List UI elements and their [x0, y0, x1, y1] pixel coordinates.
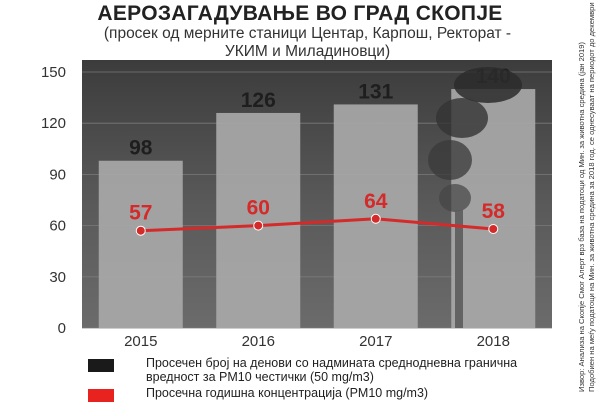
y-tick-label: 120: [41, 115, 66, 132]
legend-swatch: [88, 359, 114, 372]
bar-value-label: 131: [358, 80, 393, 103]
chart-subtitle: (просек од мерните станици Центар, Карпо…: [103, 25, 512, 60]
legend-label: Просечна годишна концентрација (PM10 mg/…: [146, 386, 429, 400]
bar: [98, 160, 183, 328]
source-note: Извор: Анализа на Скопје Смог Алерт врз …: [577, 2, 597, 392]
line-point: [370, 213, 381, 224]
line-value-label: 64: [364, 190, 388, 213]
bar-value-label: 98: [129, 137, 153, 160]
x-tick-label: 2017: [359, 333, 392, 350]
y-tick-label: 150: [41, 64, 66, 81]
y-tick-label: 30: [49, 269, 66, 286]
line-point: [488, 224, 499, 235]
y-tick-label: 90: [49, 166, 66, 183]
line-point: [135, 225, 146, 236]
source-note-line: Извор: Анализа на Скопје Смог Алерт врз …: [577, 41, 586, 392]
y-tick-label: 60: [49, 218, 66, 235]
line-point: [253, 220, 264, 231]
line-value-label: 60: [247, 197, 270, 220]
source-note-line: Подобиен на меѓу податоци на Мин. за жив…: [587, 2, 596, 392]
legend-label: Просечен број на денови со надмината сре…: [146, 356, 518, 384]
x-tick-label: 2015: [124, 333, 157, 350]
legend-item-line: Просечна годишна концентрација (PM10 mg/…: [88, 386, 558, 416]
x-tick-label: 2016: [242, 333, 275, 350]
series-line: [140, 217, 494, 233]
legend-item-bars: Просечен број на денови со надмината сре…: [88, 356, 558, 386]
y-tick-label: 0: [58, 320, 66, 337]
legend: Просечен број на денови со надмината сре…: [88, 356, 558, 416]
bar: [216, 112, 301, 329]
line-value-label: 58: [482, 200, 506, 223]
line-value-label: 57: [129, 202, 152, 225]
smoke-illustration: [428, 67, 522, 328]
legend-swatch: [88, 389, 114, 402]
infographic: АЕРОЗАГАДУВАЊЕ ВО ГРАД СКОПЈЕ (просек од…: [40, 2, 597, 402]
chart-title: АЕРОЗАГАДУВАЊЕ ВО ГРАД СКОПЈЕ: [97, 2, 503, 25]
x-tick-label: 2018: [477, 333, 510, 350]
bar-value-label: 126: [241, 89, 276, 112]
